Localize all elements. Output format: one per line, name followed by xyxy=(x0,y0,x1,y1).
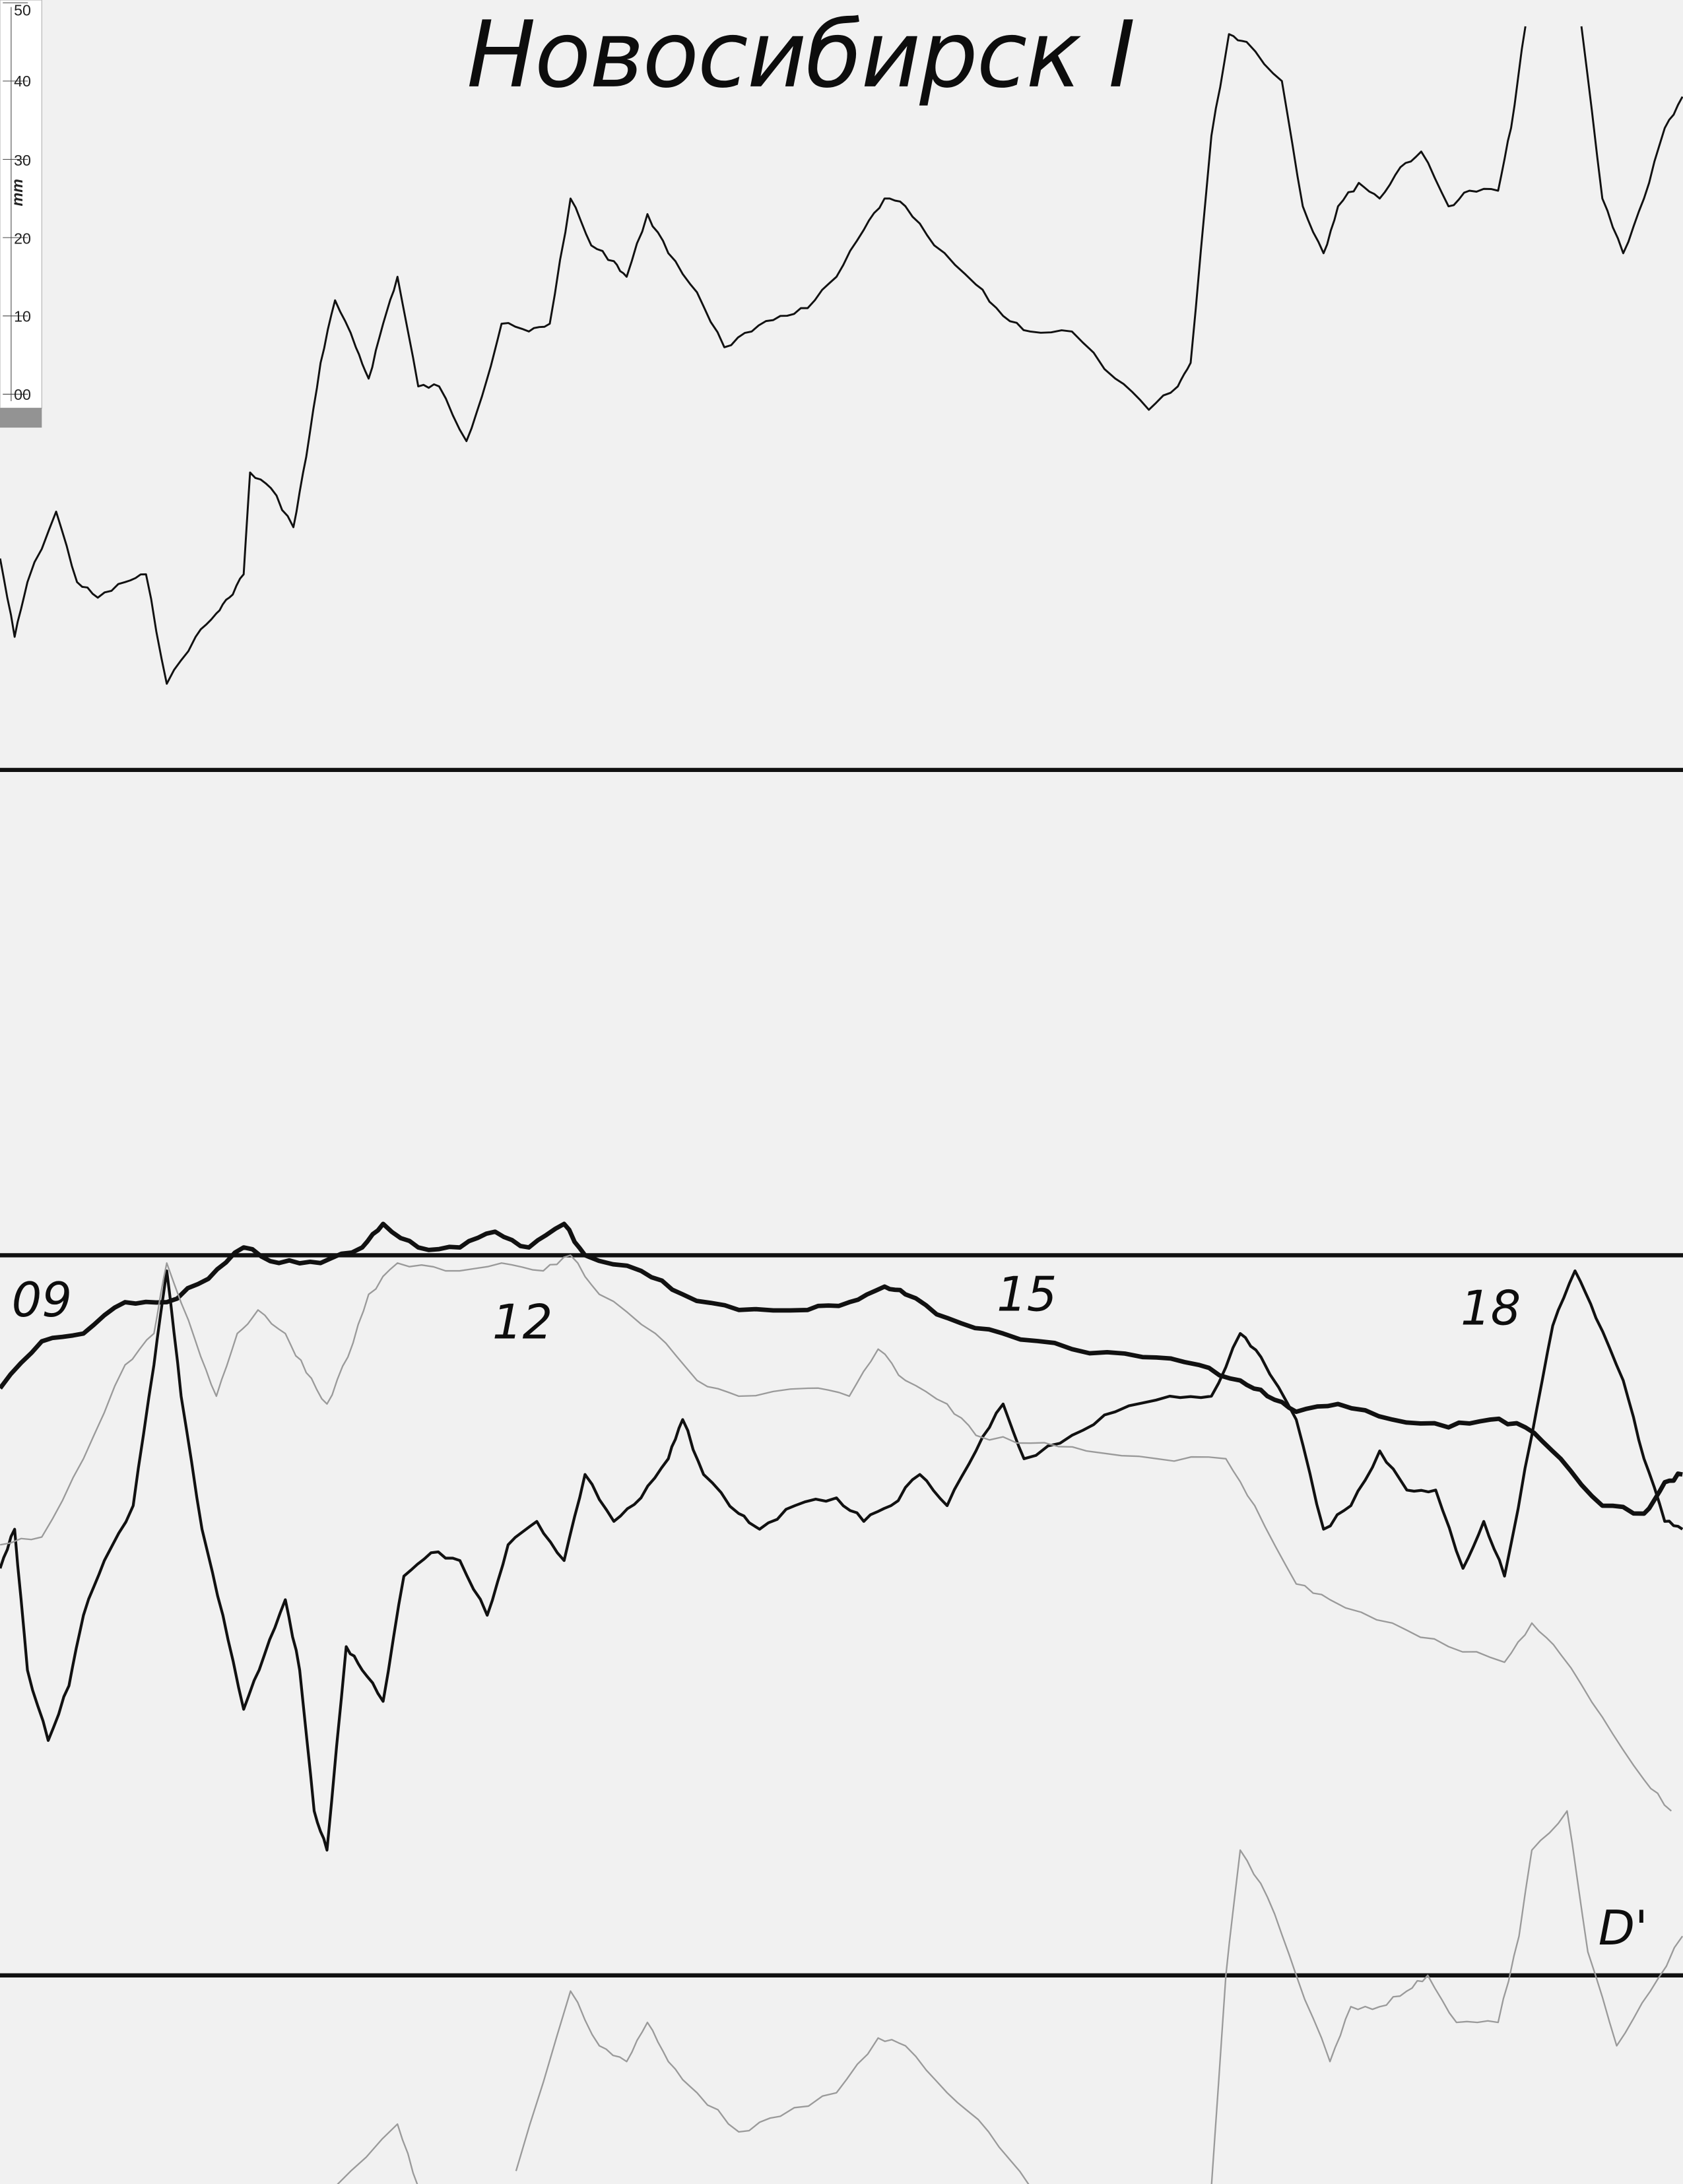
hour-label-18: 18 xyxy=(1461,1281,1521,1336)
trace-5-segment-1 xyxy=(337,2123,418,2184)
traces xyxy=(0,26,1683,2184)
ruler-strip xyxy=(0,0,42,409)
trace-4-segment-1 xyxy=(0,1254,1672,1812)
mm-ruler: 50 40 30 20 10 00 mm xyxy=(0,0,42,428)
ruler-unit: mm xyxy=(9,179,26,206)
ruler-label: 50 xyxy=(14,1,31,18)
ruler-label: 00 xyxy=(14,386,31,403)
d-prime-annotation: D' xyxy=(1599,1900,1648,1956)
trace-2-segment-1 xyxy=(0,1221,1683,1516)
chart-title: Новосибирск I xyxy=(467,1,1135,108)
baselines xyxy=(0,767,1683,1978)
hour-label-12: 12 xyxy=(492,1295,552,1350)
ruler-label: 30 xyxy=(14,152,31,169)
trace-5-segment-3 xyxy=(1210,1810,1683,2184)
trace-3-segment-1 xyxy=(0,1269,1683,1852)
hour-label-09: 09 xyxy=(12,1272,72,1328)
ruler-label: 40 xyxy=(14,73,31,90)
trace-1-segment-2 xyxy=(1580,26,1683,255)
ruler-shadow xyxy=(0,408,42,428)
ruler-ticks xyxy=(3,2,28,395)
trace-5-segment-2 xyxy=(515,1990,1030,2184)
hour-label-15: 15 xyxy=(997,1266,1057,1322)
ruler-label: 10 xyxy=(14,308,31,325)
ruler-label: 20 xyxy=(14,230,31,247)
trace-1-segment-1 xyxy=(0,26,1527,685)
